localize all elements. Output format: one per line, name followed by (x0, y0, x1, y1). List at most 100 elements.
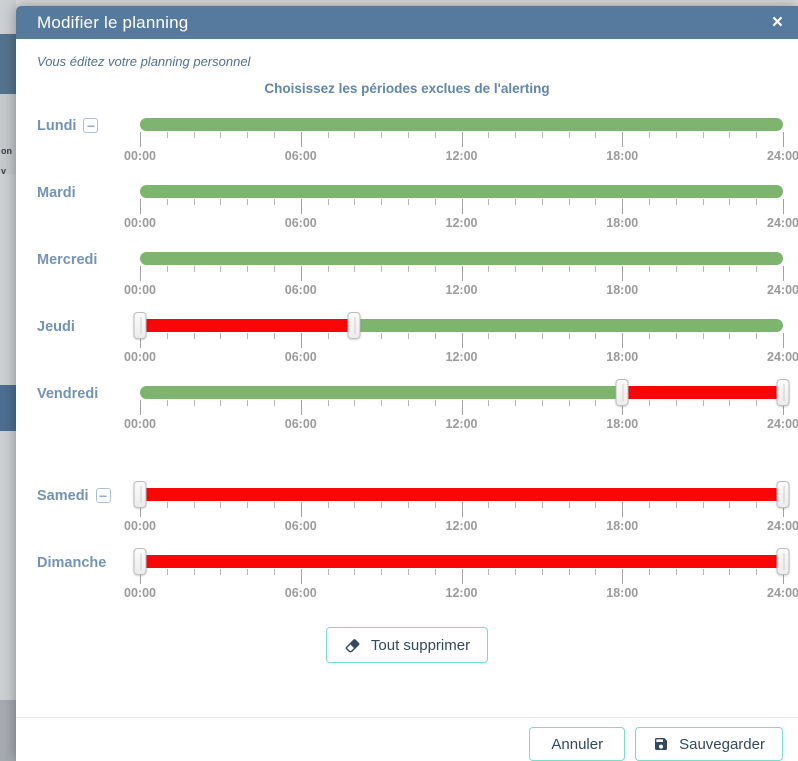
slider-handle[interactable] (776, 481, 790, 508)
save-button[interactable]: Sauvegarder (635, 727, 783, 761)
minor-tick (381, 400, 383, 406)
minor-tick (595, 400, 597, 406)
slider-track[interactable] (140, 386, 783, 399)
minor-tick (434, 333, 436, 339)
major-tick (783, 132, 784, 147)
slider-track[interactable] (140, 319, 783, 332)
tick-label: 06:00 (284, 216, 317, 230)
minor-tick (381, 502, 383, 508)
minor-tick (488, 266, 490, 272)
slider-track[interactable] (140, 555, 783, 568)
major-tick (300, 266, 302, 281)
background-navbar-fragment (0, 34, 16, 94)
major-tick (140, 266, 141, 281)
minor-tick (381, 333, 383, 339)
minor-tick (247, 400, 249, 406)
major-tick (622, 132, 624, 147)
background-text-fragment: v (1, 166, 7, 176)
minor-tick (649, 502, 651, 508)
tick-label: 00:00 (124, 350, 156, 364)
minor-tick (273, 132, 275, 138)
slider-track[interactable] (140, 118, 783, 131)
minor-tick (541, 266, 543, 272)
tick-label: 06:00 (284, 149, 317, 163)
minor-tick (166, 266, 168, 272)
axis-ticks (140, 199, 784, 215)
modal-title: Modifier le planning (37, 12, 189, 32)
slider-track[interactable] (140, 252, 783, 265)
modal-footer: Annuler Sauvegarder (16, 717, 798, 761)
major-tick (461, 502, 463, 517)
minor-tick (193, 569, 195, 575)
tick-label: 24:00 (767, 216, 798, 230)
background-footer-fragment (0, 700, 16, 761)
minor-tick (488, 132, 490, 138)
major-tick (622, 266, 624, 281)
minor-tick (568, 502, 570, 508)
minor-tick (273, 400, 275, 406)
slider-area: 00:00 06:00 12:00 18:00 24:00 (124, 118, 798, 164)
slider-handle[interactable] (133, 481, 147, 508)
minor-tick (407, 333, 409, 339)
minor-tick (434, 502, 436, 508)
minor-tick (515, 333, 517, 339)
background-text-fragment: on (1, 146, 12, 156)
major-tick (300, 400, 302, 415)
day-sliders-list: Lundi −00:00 06:00 12:00 18:00 24:00 Mardi 00:0… (16, 118, 798, 601)
tick-label: 12:00 (445, 149, 478, 163)
minor-tick (166, 400, 168, 406)
minor-tick (729, 569, 731, 575)
major-tick (461, 199, 463, 214)
cancel-button[interactable]: Annuler (529, 727, 626, 761)
slider-handle[interactable] (776, 379, 790, 406)
minor-tick (220, 333, 222, 339)
major-tick (622, 400, 624, 415)
tick-label: 12:00 (445, 350, 478, 364)
minor-tick (729, 333, 731, 339)
slider-handle[interactable] (133, 548, 147, 575)
clear-all-button[interactable]: Tout supprimer (325, 627, 489, 663)
slider-track[interactable] (140, 488, 783, 501)
minor-tick (541, 502, 543, 508)
remove-day-icon[interactable]: − (83, 118, 99, 133)
excluded-segment (622, 386, 783, 399)
axis-ticks (140, 132, 784, 148)
slider-handle[interactable] (347, 312, 361, 339)
minor-tick (515, 400, 517, 406)
slider-handle[interactable] (776, 548, 790, 575)
modal-header: Modifier le planning × (16, 6, 798, 39)
minor-tick (595, 266, 597, 272)
minor-tick (568, 266, 570, 272)
eraser-icon (344, 637, 361, 654)
minor-tick (354, 199, 356, 205)
minor-tick (407, 266, 409, 272)
tick-label: 00:00 (124, 149, 156, 163)
major-tick (622, 502, 624, 517)
axis-labels: 00:00 06:00 12:00 18:00 24:00 (124, 283, 798, 297)
save-icon (653, 736, 669, 752)
edit-planning-modal: Modifier le planning × Vous éditez votre… (16, 6, 798, 761)
tick-label: 18:00 (606, 417, 639, 431)
slider-track[interactable] (140, 185, 783, 198)
minor-tick (649, 400, 651, 406)
minor-tick (595, 199, 597, 205)
minor-tick (327, 333, 329, 339)
minor-tick (434, 266, 436, 272)
major-tick (140, 502, 141, 517)
axis-ticks (140, 400, 784, 416)
minor-tick (541, 400, 543, 406)
minor-tick (166, 502, 168, 508)
slider-handle[interactable] (615, 379, 629, 406)
minor-tick (702, 569, 704, 575)
remove-day-icon[interactable]: − (95, 488, 111, 503)
major-tick (140, 569, 141, 584)
slider-handle[interactable] (133, 312, 147, 339)
slider-area: 00:00 06:00 12:00 18:00 24:00 (124, 312, 798, 365)
close-icon[interactable]: × (771, 12, 783, 33)
minor-tick (729, 199, 731, 205)
tick-label: 06:00 (284, 417, 317, 431)
major-tick (622, 569, 624, 584)
minor-tick (247, 266, 249, 272)
tick-label: 12:00 (445, 519, 478, 533)
clear-all-label: Tout supprimer (370, 636, 471, 654)
